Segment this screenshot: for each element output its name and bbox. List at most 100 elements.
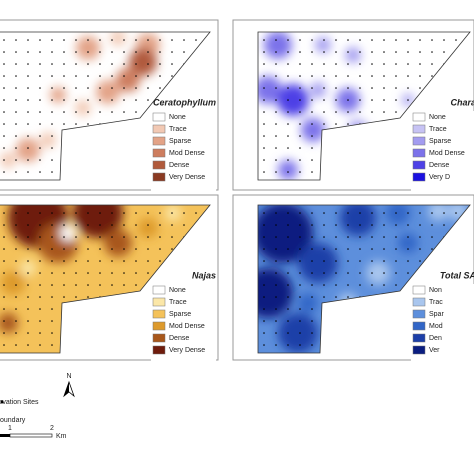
site-dot [275, 99, 277, 101]
site-dot [111, 39, 113, 41]
density-blob [76, 36, 100, 60]
site-dot [159, 260, 161, 262]
site-dot [287, 75, 289, 77]
site-dot [159, 224, 161, 226]
site-dot [275, 159, 277, 161]
site-dot [263, 123, 265, 125]
density-blob [258, 268, 293, 318]
site-dot [371, 99, 373, 101]
site-dot [287, 284, 289, 286]
site-dot [63, 284, 65, 286]
site-dot [419, 63, 421, 65]
site-dot [299, 39, 301, 41]
site-dot [407, 260, 409, 262]
site-dot [407, 224, 409, 226]
site-dot [39, 147, 41, 149]
site-dot [323, 212, 325, 214]
site-dot [159, 236, 161, 238]
north-arrow-half [64, 382, 69, 396]
site-dot [39, 344, 41, 346]
legend-label: Trac [429, 299, 443, 306]
site-dot [311, 344, 313, 346]
site-dot [395, 236, 397, 238]
site-dot [287, 248, 289, 250]
site-dot [431, 212, 433, 214]
legend-label: Trace [169, 126, 187, 133]
site-dot [99, 284, 101, 286]
site-dot [335, 123, 337, 125]
site-dot [335, 111, 337, 113]
site-dot [15, 111, 17, 113]
site-dot [395, 87, 397, 89]
density-surface [0, 32, 210, 180]
site-dot [311, 159, 313, 161]
site-dot [323, 284, 325, 286]
site-dot [275, 260, 277, 262]
site-dot [275, 51, 277, 53]
site-dot [51, 147, 53, 149]
site-dot [87, 39, 89, 41]
site-dot [335, 99, 337, 101]
site-dot [27, 147, 29, 149]
site-dot [371, 51, 373, 53]
blobs [0, 205, 181, 333]
site-dot [39, 63, 41, 65]
density-blob [75, 100, 91, 116]
site-dot [371, 212, 373, 214]
site-dot [99, 99, 101, 101]
site-dot [275, 332, 277, 334]
site-dot [15, 260, 17, 262]
site-dot [147, 248, 149, 250]
site-dot [147, 224, 149, 226]
site-dot [407, 272, 409, 274]
site-dot [39, 123, 41, 125]
site-dot [359, 284, 361, 286]
site-dot [263, 212, 265, 214]
density-blob [20, 260, 36, 276]
site-dot [159, 212, 161, 214]
site-dot [323, 248, 325, 250]
site-dot [3, 224, 5, 226]
site-dot [347, 63, 349, 65]
site-dot [347, 123, 349, 125]
site-dot [39, 87, 41, 89]
site-dot [159, 39, 161, 41]
site-dot [75, 284, 77, 286]
site-dot [39, 51, 41, 53]
site-dot [63, 272, 65, 274]
site-dot [299, 320, 301, 322]
site-dot [147, 39, 149, 41]
site-dot [311, 296, 313, 298]
site-dot [15, 284, 17, 286]
site-dot [63, 236, 65, 238]
legend-label: Sparse [169, 311, 191, 318]
site-dot [123, 51, 125, 53]
site-dot [431, 248, 433, 250]
legend-label: Mod Dense [169, 323, 205, 330]
density-blob [428, 205, 448, 221]
site-dot [111, 224, 113, 226]
site-dot [287, 260, 289, 262]
site-dot [63, 260, 65, 262]
site-dot [87, 63, 89, 65]
site-dot [135, 224, 137, 226]
blobs [258, 32, 414, 180]
density-blob [264, 32, 292, 59]
legend-label: None [169, 114, 186, 121]
site-dot [395, 272, 397, 274]
density-blob [48, 273, 68, 293]
site-dot [135, 272, 137, 274]
density-blob [310, 82, 326, 98]
site-dot [407, 236, 409, 238]
site-dot [3, 332, 5, 334]
site-dot [311, 87, 313, 89]
site-dot [347, 75, 349, 77]
site-dot [455, 39, 457, 41]
site-dot [3, 135, 5, 137]
site-dot [27, 296, 29, 298]
density-blob [1, 271, 25, 295]
site-dot [371, 87, 373, 89]
site-dot [183, 224, 185, 226]
site-dot [299, 135, 301, 137]
site-dot [419, 236, 421, 238]
